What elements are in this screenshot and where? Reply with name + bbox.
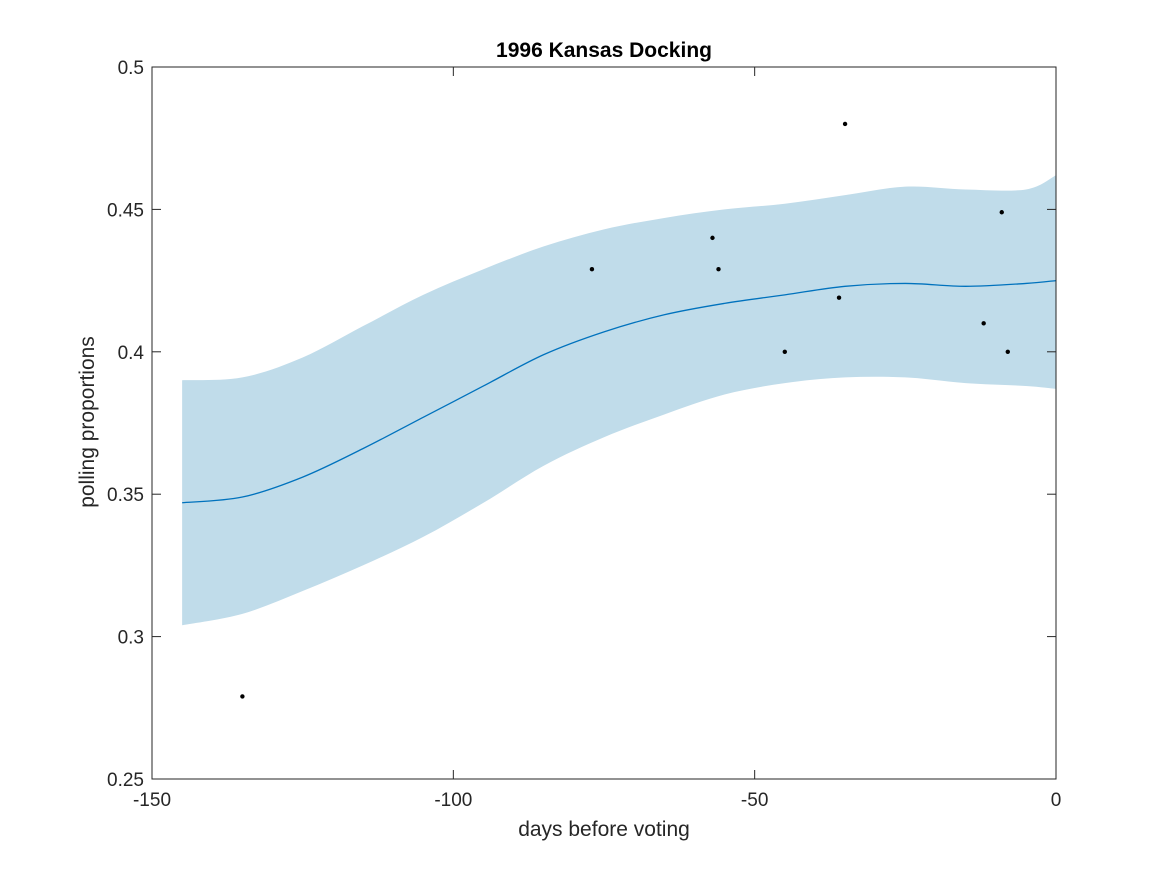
poll-data-point <box>999 210 1004 215</box>
mean-trend-line <box>182 279 1057 504</box>
poll-data-point <box>1005 349 1010 354</box>
x-tick-label: 0 <box>1051 790 1062 811</box>
y-tick-label: 0.35 <box>107 485 144 506</box>
poll-data-point <box>589 267 595 272</box>
axes-layer <box>151 66 1057 780</box>
y-axis-label: polling proportions <box>76 336 99 508</box>
poll-data-point <box>782 349 787 354</box>
y-tick-label: 0.5 <box>118 58 144 79</box>
chart-title: 1996 Kansas Docking <box>496 39 712 62</box>
y-tick-label: 0.45 <box>107 200 144 221</box>
poll-data-point <box>842 121 848 127</box>
poll-data-point <box>981 321 986 326</box>
poll-data-point <box>710 235 715 241</box>
y-tick-label: 0.25 <box>107 770 144 791</box>
data-points-layer <box>240 121 1010 699</box>
poll-data-point <box>716 267 721 272</box>
y-tick-label: 0.4 <box>118 343 145 364</box>
x-tick-label: -150 <box>133 790 171 811</box>
y-tick-label: 0.3 <box>118 628 144 649</box>
ticks-layer: -150 -100 -50 0 0.25 0.3 0.35 0.4 0.45 0.5 <box>107 58 1061 811</box>
poll-data-point <box>836 295 842 300</box>
x-tick-label: -50 <box>741 790 768 811</box>
x-tick-label: -100 <box>434 790 472 811</box>
mean-line-layer <box>182 279 1057 504</box>
axes-box <box>151 66 1057 780</box>
poll-data-point <box>240 694 245 699</box>
x-axis-label: days before voting <box>518 818 690 841</box>
